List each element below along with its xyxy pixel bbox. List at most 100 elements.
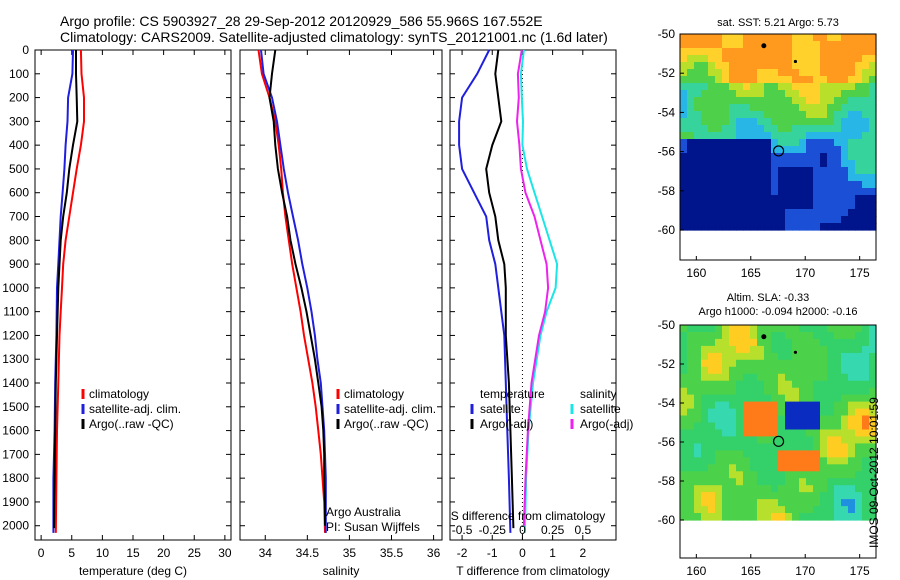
map-cell: [813, 492, 821, 500]
map-cell: [785, 345, 793, 354]
map-cell: [757, 429, 765, 438]
map-cell: [764, 153, 772, 161]
map-cell: [680, 345, 688, 354]
x-tick-label: -1: [487, 546, 498, 560]
map-cell: [750, 41, 758, 49]
map-cell: [862, 90, 870, 98]
map-cell: [708, 359, 716, 368]
map-cell: [785, 160, 793, 168]
map-cell: [687, 443, 695, 451]
map-cell: [785, 34, 793, 42]
map-cell: [841, 506, 849, 514]
x-tick-label: 36: [427, 546, 441, 560]
map-cell: [757, 464, 765, 472]
map-cell: [799, 55, 807, 63]
map-cell: [736, 492, 744, 500]
map-cell: [771, 153, 779, 161]
map-cell: [785, 209, 793, 217]
map-cell: [792, 387, 800, 396]
map-cell: [869, 325, 877, 333]
map-cell: [806, 492, 814, 500]
map-cell: [820, 62, 828, 70]
map-cell: [701, 332, 709, 340]
x-tick-label: 160: [686, 266, 706, 280]
map-cell: [862, 443, 870, 451]
map-cell: [855, 223, 863, 231]
map-cell: [736, 387, 744, 396]
map-cell: [806, 125, 814, 133]
map-cell: [771, 352, 779, 361]
map-cell: [869, 188, 877, 196]
map-cell: [722, 380, 730, 389]
map-cell: [715, 506, 723, 514]
map-cell: [855, 485, 863, 493]
map-cell: [813, 62, 821, 70]
map-cell: [834, 464, 842, 472]
map-cell: [827, 352, 835, 361]
map-cell: [848, 450, 856, 458]
map-cell: [862, 332, 870, 340]
map-cell: [792, 111, 800, 119]
map-cell: [680, 76, 688, 84]
map-cell: [813, 216, 821, 224]
x-tick-label: -2: [457, 546, 468, 560]
map-cell: [799, 41, 807, 49]
map-cell: [869, 139, 877, 147]
map-cell: [799, 401, 807, 410]
map-cell: [799, 125, 807, 133]
map-cell: [715, 513, 723, 521]
y-tick-label: -56: [658, 435, 676, 449]
map-cell: [687, 450, 695, 458]
map-cell: [764, 366, 772, 375]
map-cell: [722, 345, 730, 354]
map-cell: [708, 160, 716, 168]
map-cell: [841, 188, 849, 196]
map-cell: [764, 332, 772, 340]
map-cell: [736, 132, 744, 140]
map-cell: [729, 160, 737, 168]
map-cell: [680, 499, 688, 507]
map-cell: [764, 415, 772, 424]
map-cell: [785, 366, 793, 375]
map-cell: [680, 401, 688, 410]
map-cell: [771, 513, 779, 521]
map-cell: [708, 146, 716, 154]
map-cell: [715, 338, 723, 347]
map-cell: [715, 450, 723, 458]
map-cell: [827, 373, 835, 382]
map-cell: [855, 415, 863, 424]
map-cell: [778, 506, 786, 514]
map-cell: [869, 436, 877, 444]
map-cell: [799, 506, 807, 514]
x-axis-label: T difference from climatology: [456, 564, 610, 578]
map-cell: [687, 380, 695, 389]
map-cell: [799, 359, 807, 368]
map-cell: [729, 97, 737, 105]
map-cell: [687, 104, 695, 112]
map-cell: [701, 338, 709, 347]
map-cell: [687, 464, 695, 472]
map-cell: [736, 167, 744, 175]
map-cell: [694, 394, 702, 403]
map-cell: [862, 174, 870, 182]
map-cell: [813, 499, 821, 507]
map-cell: [792, 366, 800, 375]
map-cell: [722, 90, 730, 98]
map-cell: [680, 457, 688, 465]
map-cell: [778, 167, 786, 175]
map-cell: [715, 41, 723, 49]
map-cell: [750, 69, 758, 77]
map-cell: [694, 345, 702, 354]
legend-label: satellite: [580, 402, 621, 416]
map-cell: [806, 345, 814, 354]
map-cell: [750, 195, 758, 203]
map-cell: [820, 76, 828, 84]
map-cell: [862, 118, 870, 126]
map-cell: [820, 188, 828, 196]
map-cell: [820, 499, 828, 507]
map-cell: [715, 223, 723, 231]
map-cell: [820, 464, 828, 472]
map-cell: [848, 216, 856, 224]
map-cell: [743, 55, 751, 63]
legend-label: climatology: [344, 387, 404, 401]
